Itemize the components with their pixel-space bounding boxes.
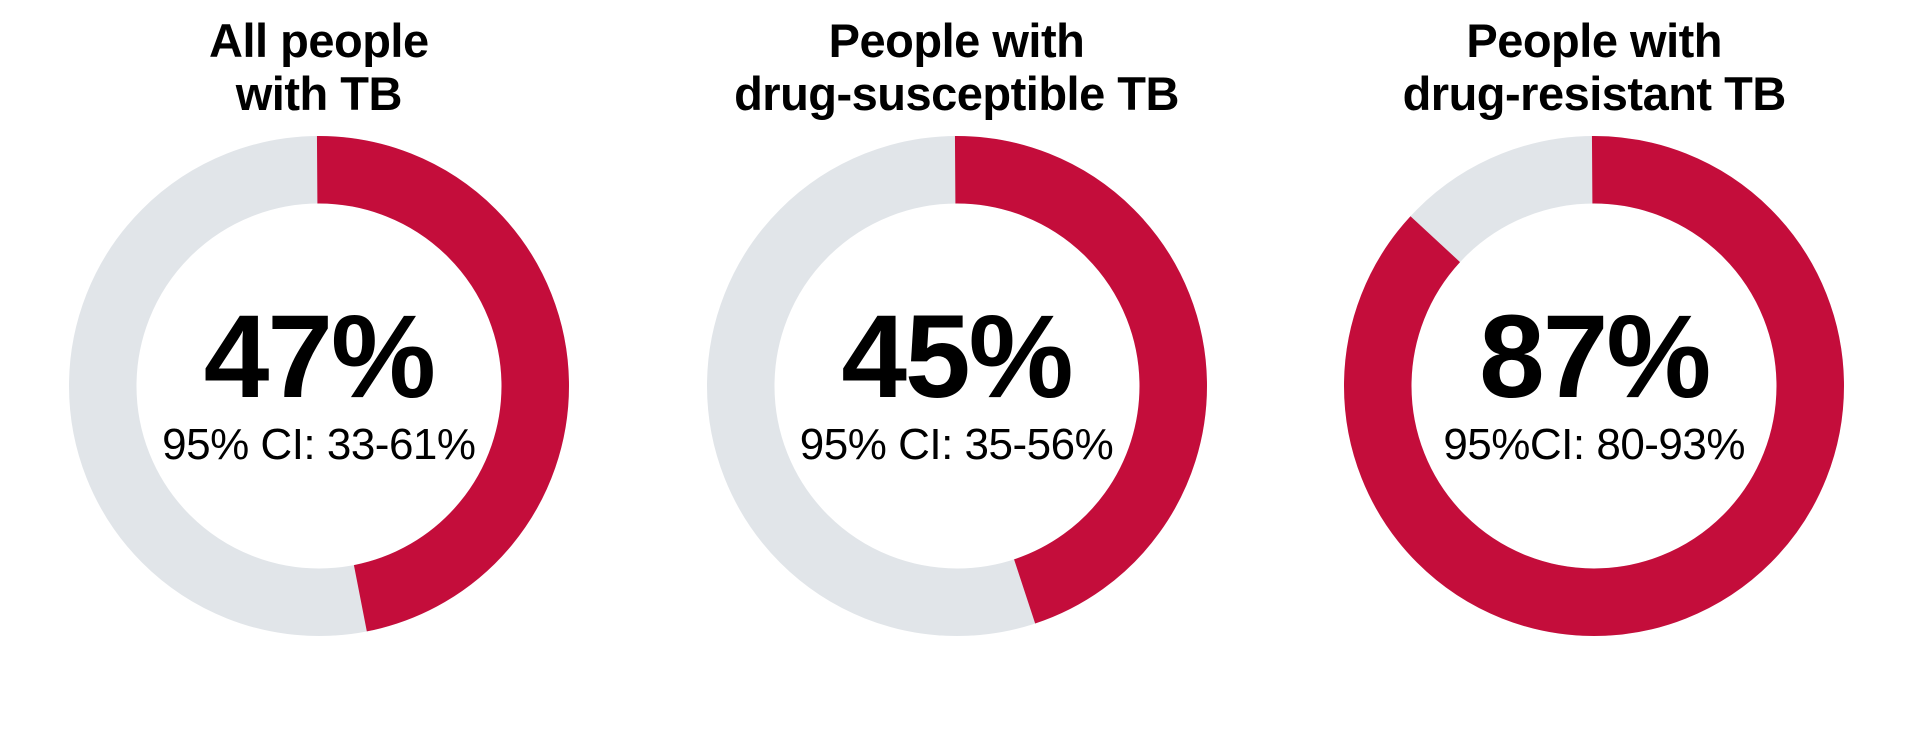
donut-all-tb: 47% 95% CI: 33-61%	[68, 136, 569, 636]
chart-title: People with drug-resistant TB	[1402, 14, 1787, 126]
chart-title-line1: People with	[828, 14, 1085, 67]
donut-drug-susceptible-tb: 45% 95% CI: 35-56%	[706, 136, 1207, 636]
chart-title-line2: with TB	[235, 67, 403, 121]
donut-charts-row: All people with TB 47% 95% CI: 33-61% Pe…	[0, 0, 1913, 636]
chart-title-line2: drug-resistant TB	[1402, 67, 1787, 121]
chart-title: All people with TB	[209, 14, 429, 126]
donut-drug-resistant-tb: 87% 95%CI: 80-93%	[1344, 136, 1845, 636]
donut-chart-drug-susceptible-tb: People with drug-susceptible TB 45% 95% …	[638, 0, 1276, 636]
donut-value-arc	[68, 136, 569, 636]
donut-value-arc	[706, 136, 1207, 636]
chart-title-line1: All people	[209, 14, 429, 67]
donut-value-arc	[1344, 136, 1845, 636]
donut-chart-all-tb: All people with TB 47% 95% CI: 33-61%	[0, 0, 638, 636]
chart-title-line2: drug-susceptible TB	[734, 67, 1179, 121]
chart-title-line1: People with	[1466, 14, 1722, 67]
donut-svg	[706, 136, 1207, 636]
donut-chart-drug-resistant-tb: People with drug-resistant TB 87% 95%CI:…	[1275, 0, 1913, 636]
donut-svg	[1344, 136, 1845, 636]
donut-svg	[68, 136, 569, 636]
chart-title: People with drug-susceptible TB	[734, 14, 1179, 126]
